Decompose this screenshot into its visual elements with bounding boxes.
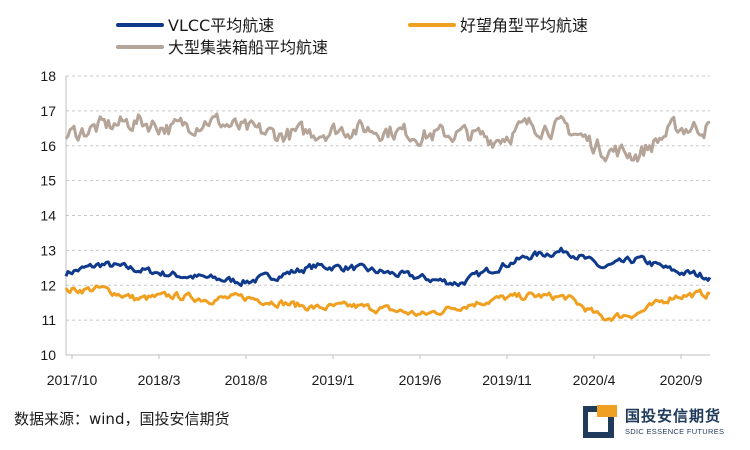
source-note: 数据来源：wind，国投安信期货 xyxy=(14,410,230,428)
tick-labels: 10 11 12 13 14 15 16 17 18 2017/10 2018/3 2018/8 201… xyxy=(40,68,702,388)
y-tick-label: 14 xyxy=(40,208,56,224)
series-line xyxy=(64,246,712,288)
series-lines xyxy=(64,112,712,322)
series-line xyxy=(64,112,711,163)
x-tick-label: 2018/3 xyxy=(138,372,181,388)
logo-mark-icon xyxy=(583,405,617,438)
legend-label: VLCC平均航速 xyxy=(168,16,274,35)
grid-lines xyxy=(66,75,710,321)
y-tick-label: 18 xyxy=(40,68,56,84)
x-tick-label: 2019/6 xyxy=(399,372,442,388)
line-chart: 10 11 12 13 14 15 16 17 18 2017/10 2018/3 2018/8 201… xyxy=(40,16,712,388)
x-tick-label: 2018/8 xyxy=(225,372,268,388)
y-tick-label: 11 xyxy=(41,312,56,328)
company-logo: 国投安信期货 SDIC ESSENCE FUTURES xyxy=(583,403,743,441)
x-tick-label: 2017/10 xyxy=(47,372,98,388)
series-line xyxy=(64,284,711,322)
logo-name-cn: 国投安信期货 xyxy=(625,407,722,425)
y-tick-label: 17 xyxy=(40,103,56,119)
x-tick-label: 2020/9 xyxy=(660,372,703,388)
x-tick-label: 2019/1 xyxy=(312,372,355,388)
y-tick-label: 10 xyxy=(40,347,56,363)
y-tick-label: 15 xyxy=(40,173,56,189)
axes xyxy=(65,76,710,359)
legend-label: 好望角型平均航速 xyxy=(460,16,588,35)
y-tick-label: 16 xyxy=(40,138,56,154)
x-tick-label: 2019/11 xyxy=(482,372,532,388)
logo-name-en: SDIC ESSENCE FUTURES xyxy=(625,427,725,436)
legend-label: 大型集装箱船平均航速 xyxy=(168,38,328,57)
y-tick-label: 13 xyxy=(40,242,56,258)
x-tick-label: 2020/4 xyxy=(573,372,616,388)
y-tick-label: 12 xyxy=(40,277,56,293)
